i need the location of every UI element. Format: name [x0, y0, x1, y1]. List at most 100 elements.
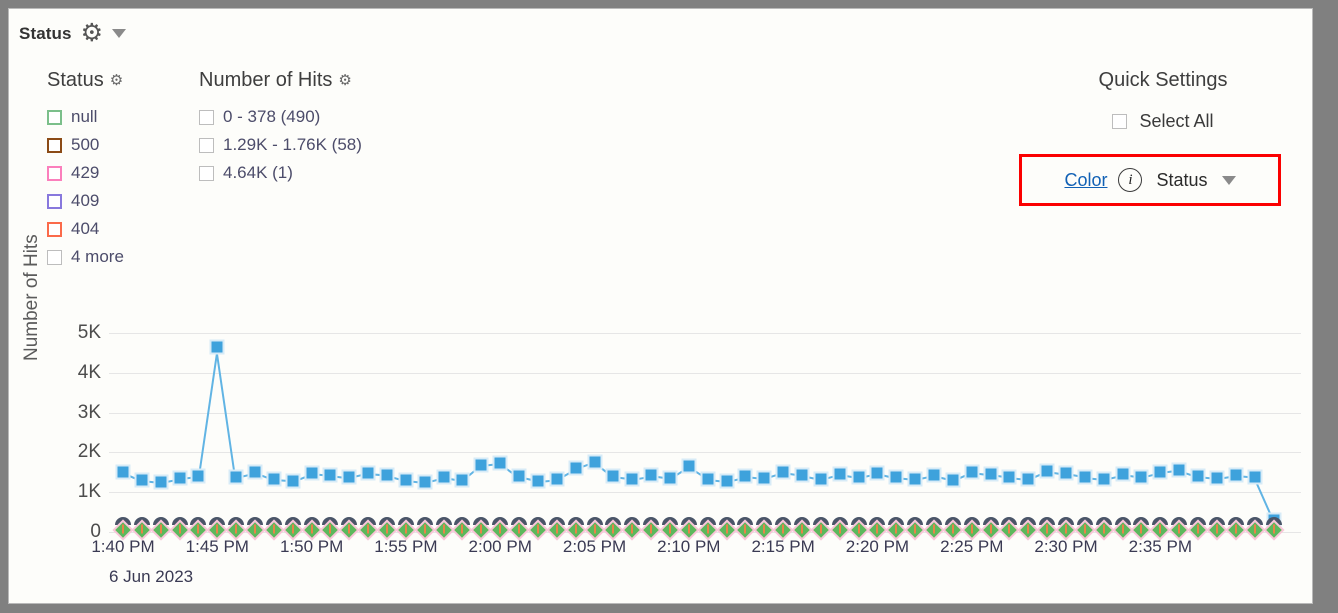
gear-icon[interactable]: ⚙ [80, 19, 103, 47]
chart-data-point[interactable] [574, 524, 577, 534]
chart-data-point[interactable] [530, 473, 546, 489]
checkbox-hits-2[interactable] [199, 165, 214, 181]
chart-data-point[interactable] [945, 472, 961, 488]
chart-data-point[interactable] [379, 467, 395, 483]
chart-data-point[interactable] [304, 465, 320, 481]
chart-data-point[interactable] [1272, 524, 1275, 534]
chart-data-point[interactable] [272, 524, 275, 534]
chart-data-point[interactable] [914, 524, 917, 534]
chart-data-point[interactable] [1247, 469, 1263, 485]
chevron-down-icon[interactable] [1221, 175, 1236, 185]
chart-data-point[interactable] [700, 471, 716, 487]
chart-data-point[interactable] [662, 470, 678, 486]
chart-data-point[interactable] [518, 524, 521, 534]
chart-data-point[interactable] [1083, 524, 1086, 534]
chart-data-point[interactable] [423, 524, 426, 534]
chart-data-point[interactable] [1253, 524, 1256, 534]
chart-data-point[interactable] [756, 470, 772, 486]
chart-data-point[interactable] [310, 524, 313, 534]
chart-data-point[interactable] [1234, 524, 1237, 534]
chart-data-point[interactable] [800, 524, 803, 534]
chart-data-point[interactable] [706, 524, 709, 534]
chart-data-point[interactable] [1190, 468, 1206, 484]
chart-data-point[interactable] [492, 455, 508, 471]
chart-data-point[interactable] [970, 524, 973, 534]
chart-data-point[interactable] [1178, 524, 1181, 534]
chart-data-point[interactable] [115, 464, 131, 479]
chart-data-point[interactable] [341, 469, 357, 485]
chart-data-point[interactable] [555, 524, 558, 534]
checkbox-hits-0[interactable] [199, 109, 214, 125]
checkbox-select-all[interactable] [1112, 113, 1128, 129]
info-icon[interactable]: i [1118, 168, 1143, 192]
chart-data-point[interactable] [549, 471, 565, 487]
chart-data-point[interactable] [235, 524, 238, 534]
chart-data-point[interactable] [832, 466, 848, 482]
chart-data-point[interactable] [1046, 524, 1049, 534]
chart-data-point[interactable] [1133, 469, 1149, 485]
chart-data-point[interactable] [398, 472, 414, 488]
chart-data-point[interactable] [719, 473, 735, 489]
chart-data-point[interactable] [254, 524, 257, 534]
chart-data-point[interactable] [851, 469, 867, 485]
chart-data-point[interactable] [216, 524, 219, 534]
chart-data-point[interactable] [461, 524, 464, 534]
chart-data-point[interactable] [153, 474, 169, 490]
chart-data-point[interactable] [536, 524, 539, 534]
color-setting-highlight[interactable]: Color i Status [1019, 154, 1281, 206]
facet-item-404[interactable]: 404 [47, 215, 199, 243]
chart-data-point[interactable] [1077, 469, 1093, 485]
facet-item-hits-2[interactable]: 4.64K (1) [199, 159, 519, 187]
chart-data-point[interactable] [838, 524, 841, 534]
chart-data-point[interactable] [907, 471, 923, 487]
facet-item-hits-1[interactable]: 1.29K - 1.76K (58) [199, 131, 519, 159]
chart-data-point[interactable] [989, 524, 992, 534]
chart-data-point[interactable] [1102, 524, 1105, 534]
chart-data-point[interactable] [1215, 524, 1218, 534]
chart-data-point[interactable] [473, 457, 489, 473]
chart-data-point[interactable] [197, 524, 200, 534]
chart-data-point[interactable] [933, 524, 935, 534]
chart-data-point[interactable] [819, 524, 822, 534]
chart-data-point[interactable] [178, 524, 181, 534]
chart-data-point[interactable] [1159, 524, 1162, 534]
chart-data-point[interactable] [593, 524, 596, 534]
facet-item-null[interactable]: null [47, 103, 199, 131]
checkbox-409[interactable] [47, 193, 62, 209]
chart-data-point[interactable] [348, 524, 351, 534]
chart-data-point[interactable] [869, 465, 885, 481]
chart-data-point[interactable] [876, 524, 879, 534]
chart-data-point[interactable] [1065, 524, 1068, 534]
chart-data-point[interactable] [367, 524, 370, 534]
chart-data-point[interactable] [1152, 464, 1168, 480]
chart-data-point[interactable] [1115, 466, 1131, 482]
checkbox-hits-1[interactable] [199, 137, 214, 153]
chart-data-point[interactable] [737, 468, 753, 484]
chart-data-point[interactable] [1197, 524, 1200, 534]
chart-data-point[interactable] [228, 469, 244, 485]
checkbox-more[interactable] [47, 249, 62, 265]
chart-data-point[interactable] [888, 469, 904, 485]
facet-item-500[interactable]: 500 [47, 131, 199, 159]
chart-data-point[interactable] [499, 524, 502, 534]
chart-data-point[interactable] [159, 524, 162, 534]
checkbox-null[interactable] [47, 109, 62, 125]
chart-data-point[interactable] [436, 469, 452, 485]
chart-data-point[interactable] [857, 524, 860, 534]
chart-data-point[interactable] [417, 474, 433, 490]
chart-data-point[interactable] [1209, 470, 1225, 486]
select-all-row[interactable]: Select All [1032, 106, 1294, 136]
chart-plot-area[interactable] [109, 309, 1301, 599]
color-dropdown-value[interactable]: Status [1156, 169, 1208, 190]
chart-data-point[interactable] [681, 458, 697, 474]
chart-data-point[interactable] [643, 467, 659, 483]
chart-data-point[interactable] [1228, 467, 1244, 483]
chart-data-point[interactable] [568, 460, 584, 476]
chart-data-point[interactable] [782, 524, 785, 534]
chart-data-point[interactable] [1096, 471, 1112, 487]
chart-data-point[interactable] [668, 524, 671, 534]
chart-data-point[interactable] [763, 524, 766, 534]
chart-data-point[interactable] [322, 467, 338, 483]
chart-data-point[interactable] [687, 524, 690, 534]
chart-data-point[interactable] [266, 471, 282, 487]
